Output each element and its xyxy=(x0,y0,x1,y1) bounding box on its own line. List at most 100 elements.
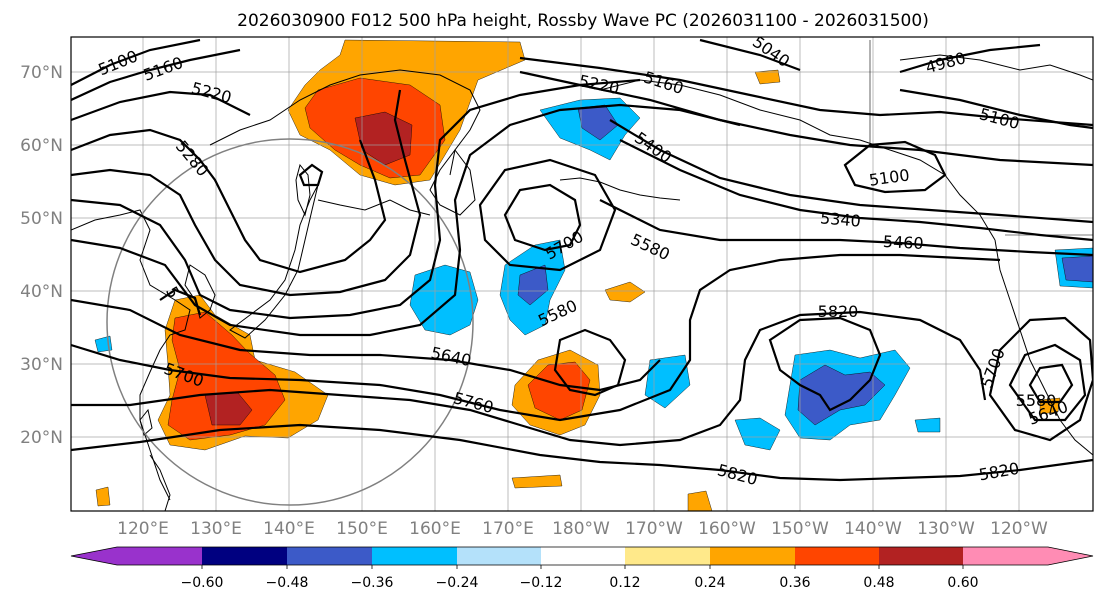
contour-5220-east xyxy=(519,70,1093,167)
lon-label: 140°E xyxy=(263,519,315,539)
colorbar-segment xyxy=(625,547,710,565)
contour-5460 xyxy=(599,199,1093,257)
negative-anomaly-hawaii-royal xyxy=(797,364,886,426)
contour-trough-c xyxy=(71,103,741,337)
positive-anomaly-spot xyxy=(604,281,646,303)
negative-anomaly-coast-royal xyxy=(1061,255,1093,283)
lat-label: 40°N xyxy=(20,282,63,302)
contour-label: 5580 xyxy=(1016,391,1057,410)
negative-anomaly-east xyxy=(914,417,941,433)
coastline-alaska xyxy=(599,79,996,241)
colorbar-extend-low xyxy=(71,547,117,565)
contour-5280 xyxy=(71,128,387,274)
contour-high-ring xyxy=(553,328,627,397)
coastline-kamchatka xyxy=(429,149,476,216)
contour-cutoff-low-outer xyxy=(988,316,1093,442)
graticule xyxy=(71,37,1093,511)
longitude-labels: 120°E 130°E 140°E 150°E 160°E 170°E 180°… xyxy=(117,519,1048,539)
contour-cutoff-low-inner xyxy=(1028,363,1074,404)
colorbar-tick-label: −0.36 xyxy=(351,575,394,591)
contour-5160 xyxy=(71,48,241,101)
colorbar-outline xyxy=(70,546,1094,566)
contour-5100 xyxy=(71,38,201,86)
colorbar-tick-label: 0.48 xyxy=(863,575,894,591)
contour-trough-a xyxy=(71,89,422,297)
colorbar-segment xyxy=(963,547,1048,565)
contour-5340 xyxy=(619,139,1093,242)
contour-5160-east xyxy=(519,56,1093,127)
lat-label: 60°N xyxy=(20,136,63,156)
contour-5640 xyxy=(71,298,661,392)
contour-5100-low xyxy=(843,140,947,194)
contour-5220-west xyxy=(71,90,251,122)
coastline-kurils xyxy=(317,199,431,216)
colorbar-tick-label: −0.60 xyxy=(181,575,224,591)
contour-5820 xyxy=(71,423,1093,482)
contour-ring-north-pacific xyxy=(503,183,582,252)
colorbar-tick-label: −0.48 xyxy=(266,575,309,591)
colorbar-segment xyxy=(795,547,879,565)
negative-anomaly-east xyxy=(734,417,781,451)
lon-label: 150°E xyxy=(336,519,388,539)
positive-anomaly-japan-red xyxy=(167,311,286,441)
contour-5760 xyxy=(71,310,987,447)
lon-label: 120°W xyxy=(990,519,1048,539)
colorbar-tick-label: 0.12 xyxy=(609,575,640,591)
contour-closed-small xyxy=(298,163,324,187)
lon-label: 170°E xyxy=(482,519,534,539)
contour-5820-loop xyxy=(768,316,882,412)
colorbar-ticks xyxy=(201,565,964,569)
lon-label: 150°W xyxy=(771,519,829,539)
colorbar-tick-label: −0.12 xyxy=(520,575,563,591)
contour-trough-b xyxy=(71,78,641,320)
colorbar-extend-high xyxy=(1048,547,1093,565)
coastline-korea xyxy=(184,264,216,319)
colorbar-segment xyxy=(710,547,795,565)
lon-label: 180°W xyxy=(552,519,610,539)
height-contours xyxy=(71,38,1093,482)
great-circle xyxy=(106,138,474,506)
colorbar-segment xyxy=(202,547,287,565)
contour-5700 xyxy=(71,253,1001,422)
map-border xyxy=(70,36,1094,512)
colorbar-tick-label: 0.60 xyxy=(947,575,978,591)
contour-label: 5460 xyxy=(882,232,924,253)
latitude-labels: 70°N 60°N 50°N 40°N 30°N 20°N xyxy=(20,63,63,448)
negative-anomaly-dateline-north-royal xyxy=(517,264,549,306)
contour-label: 5820 xyxy=(818,302,859,321)
coastline-north-america xyxy=(994,239,1093,456)
lon-label: 130°E xyxy=(190,519,242,539)
positive-anomaly-spot xyxy=(687,490,713,511)
contour-spiral xyxy=(159,288,202,316)
contour-label: 5340 xyxy=(819,208,861,230)
contour-5400 xyxy=(609,119,1093,224)
lat-label: 20°N xyxy=(20,428,63,448)
contour-5040 xyxy=(699,38,801,72)
positive-anomaly-spot xyxy=(754,69,781,85)
lat-label: 50°N xyxy=(20,209,63,229)
map-title: 2026030900 F012 500 hPa height, Rossby W… xyxy=(237,11,929,31)
lat-label: 30°N xyxy=(20,355,63,375)
positive-anomaly-spot xyxy=(511,474,563,489)
contour-cutoff-low-mid xyxy=(1008,343,1087,422)
coastline-philippines xyxy=(149,454,171,511)
colorbar-segment xyxy=(541,547,625,565)
colorbar-tick-label: 0.24 xyxy=(694,575,725,591)
coastline-arctic xyxy=(899,54,1093,81)
lon-label: 170°W xyxy=(625,519,683,539)
coastline-aleutians xyxy=(559,177,681,201)
colorbar-segment xyxy=(457,547,541,565)
colorbar: −0.60 −0.48 −0.36 −0.24 −0.12 0.12 0.24 … xyxy=(70,546,1094,591)
contour-5100-east xyxy=(899,88,1093,130)
positive-anomaly-spot xyxy=(95,486,111,507)
colorbar-segment xyxy=(879,547,963,565)
colorbar-tick-label: −0.24 xyxy=(436,575,479,591)
lon-label: 160°E xyxy=(409,519,461,539)
lon-label: 160°W xyxy=(698,519,756,539)
contour-ring-north-pacific-b xyxy=(478,158,617,272)
colorbar-segment xyxy=(287,547,372,565)
coastline-sakhalin xyxy=(295,163,311,217)
colorbar-tick-label: 0.36 xyxy=(779,575,810,591)
colorbar-segment xyxy=(372,547,457,565)
